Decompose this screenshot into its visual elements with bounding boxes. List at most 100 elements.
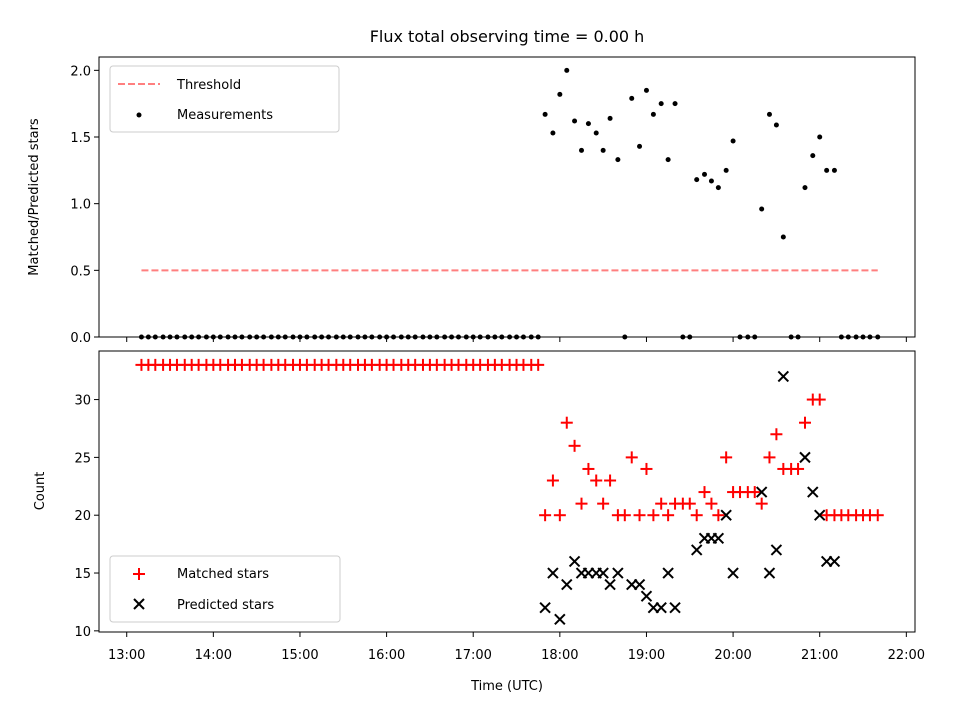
bottom-y-tick-label: 10 — [74, 625, 91, 640]
matched-star-marker — [770, 428, 783, 441]
predicted-star-marker — [814, 509, 826, 521]
measurement-point — [578, 147, 584, 153]
x-tick-label: 21:00 — [801, 648, 838, 663]
measurement-point — [557, 91, 563, 97]
bottom-legend-box — [109, 555, 341, 623]
matched-star-marker — [546, 474, 559, 487]
matched-star-marker — [582, 462, 595, 475]
matched-star-marker — [690, 509, 703, 522]
predicted-star-marker — [547, 567, 559, 579]
matched-star-marker — [590, 474, 603, 487]
predicted-star-marker — [755, 486, 768, 498]
top-x-ticks — [126, 337, 907, 342]
matched-star-marker — [662, 509, 675, 522]
predicted-star-marker — [669, 602, 681, 614]
measurement-point — [708, 178, 714, 184]
top-plot-content — [138, 67, 881, 340]
matched-star-marker — [655, 497, 668, 510]
predicted-star-marker — [633, 578, 646, 591]
bottom-y-tick-label: 15 — [74, 567, 91, 582]
predicted-star-marker — [712, 532, 725, 545]
measurement-point — [607, 115, 613, 121]
matched-star-marker — [640, 462, 653, 475]
predicted-star-marker — [539, 602, 551, 614]
matched-star-marker — [792, 462, 805, 475]
matched-star-marker — [712, 509, 725, 522]
x-tick-label: 17:00 — [454, 648, 491, 663]
measurement-point — [672, 101, 678, 107]
measurement-point — [766, 111, 772, 117]
legend-predicted-label: Predicted stars — [177, 598, 274, 613]
matched-star-marker — [539, 509, 552, 522]
predicted-star-marker — [770, 544, 783, 556]
bottom-x-ticks: 13:00 14:00 15:00 16:00 17:00 18:00 19:00 20:00… — [108, 632, 925, 663]
measurement-point — [593, 130, 599, 136]
bottom-y-tick-label: 25 — [74, 451, 91, 466]
measurement-point — [600, 147, 606, 153]
matched-star-marker — [597, 497, 610, 510]
matched-star-marker — [647, 509, 660, 522]
predicted-star-marker — [554, 613, 566, 625]
measurement-point — [550, 130, 556, 136]
x-tick-label: 15:00 — [281, 648, 318, 663]
legend-measurements-label: Measurements — [177, 108, 273, 123]
measurement-point — [702, 171, 708, 177]
measurement-point — [817, 134, 823, 140]
matched-star-marker — [755, 497, 768, 510]
x-tick-label: 16:00 — [368, 648, 405, 663]
matched-star-marker — [568, 439, 581, 452]
predicted-star-marker — [561, 578, 573, 591]
matched-star-marker — [748, 486, 761, 499]
predicted-star-marker — [568, 555, 581, 568]
matched-star-marker — [560, 416, 573, 429]
measurement-point — [715, 185, 721, 191]
predicted-star-marker — [690, 544, 703, 556]
predicted-star-marker — [720, 509, 732, 521]
top-y-tick-label: 1.5 — [70, 131, 91, 146]
measurement-point — [585, 121, 591, 127]
predicted-star-marker — [763, 567, 776, 579]
top-legend-box — [109, 65, 340, 133]
top-axes-frame — [98, 56, 916, 338]
matched-star-marker — [553, 509, 566, 522]
top-y-tick-label: 2.0 — [70, 64, 91, 79]
measurement-point — [810, 153, 816, 159]
predicted-star-marker — [727, 567, 739, 579]
predicted-star-marker — [777, 370, 790, 383]
x-tick-label: 20:00 — [714, 648, 751, 663]
measurement-point — [658, 101, 664, 107]
bottom-y-axis-label: Count — [33, 472, 48, 511]
matched-star-marker — [575, 497, 588, 510]
matched-star-marker — [618, 509, 631, 522]
legend-predicted-swatch — [133, 598, 145, 610]
bottom-plot-content — [135, 358, 884, 625]
predicted-star-marker — [612, 567, 624, 579]
matched-star-marker — [705, 497, 718, 510]
measurement-point — [802, 185, 808, 191]
matched-star-marker — [698, 486, 711, 499]
bottom-panel: 10 15 20 25 30 13:00 14:00 15:00 16:00 17:00 18:0… — [33, 350, 925, 694]
matched-star-marker — [720, 451, 733, 464]
matched-star-marker — [683, 497, 696, 510]
measurement-point — [694, 177, 700, 183]
bottom-y-tick-label: 20 — [74, 509, 91, 524]
measurement-point — [831, 167, 837, 173]
bottom-legend: Matched stars Predicted stars — [109, 555, 341, 623]
measurement-point — [723, 167, 729, 173]
top-y-ticks: 0.0 0.5 1.0 1.5 2.0 — [70, 64, 99, 346]
top-y-tick-label: 1.0 — [70, 198, 91, 213]
measurement-point — [637, 143, 643, 149]
matched-star-marker — [871, 509, 884, 522]
x-tick-label: 22:00 — [888, 648, 925, 663]
matched-star-marker — [763, 451, 776, 464]
predicted-star-marker — [799, 451, 811, 464]
predicted-star-marker — [655, 602, 667, 614]
matched-star-marker — [532, 358, 545, 371]
legend-matched-label: Matched stars — [177, 567, 269, 582]
x-tick-label: 18:00 — [541, 648, 578, 663]
top-legend: Threshold Measurements — [109, 65, 340, 133]
measurement-point — [824, 167, 830, 173]
predicted-star-marker — [597, 567, 609, 579]
x-axis-label: Time (UTC) — [470, 679, 543, 694]
measurement-point — [773, 122, 779, 128]
